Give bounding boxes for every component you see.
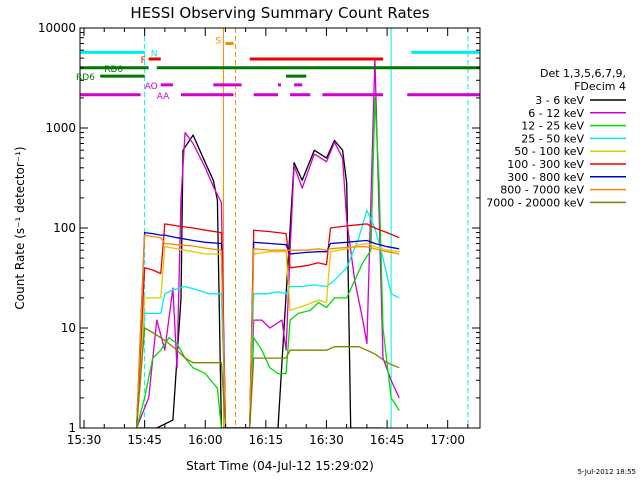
chart-title: HESSI Observing Summary Count Rates xyxy=(130,4,429,22)
legend-header-detectors: Det 1,3,5,6,7,9, xyxy=(540,67,626,80)
series-line-800-7000-keV xyxy=(135,234,400,428)
series-line-100-300-keV xyxy=(135,223,400,428)
flag-label-S: S xyxy=(215,36,221,46)
series-line-7000-20000-keV xyxy=(135,327,400,428)
x-tick-label-16:15: 16:15 xyxy=(249,433,284,447)
legend-label-800-7000-keV: 800 - 7000 keV xyxy=(500,184,584,197)
flag-label-F: F xyxy=(141,56,146,66)
legend-label-12-25-keV: 12 - 25 keV xyxy=(521,120,584,133)
flag-label-N: N xyxy=(151,49,158,59)
legend-label-7000-20000-keV: 7000 - 20000 keV xyxy=(486,196,584,209)
series-line-50-100-keV xyxy=(135,242,400,428)
x-tick-label-15:45: 15:45 xyxy=(127,433,162,447)
series-line-300-800-keV xyxy=(135,231,400,428)
x-axis-label: Start Time (04-Jul-12 15:29:02) xyxy=(186,459,374,473)
legend-label-50-100-keV: 50 - 100 keV xyxy=(514,145,584,158)
y-axis-label: Count Rate (s⁻¹ detector⁻¹) xyxy=(13,146,27,309)
x-tick-label-16:45: 16:45 xyxy=(370,433,405,447)
legend-label-6-12-keV: 6 - 12 keV xyxy=(528,107,584,120)
y-tick-label-100: 100 xyxy=(53,221,76,235)
y-tick-label-1000: 1000 xyxy=(45,121,76,135)
legend-label-25-50-keV: 25 - 50 keV xyxy=(521,132,584,145)
flag-label-RD6: RD6 xyxy=(76,73,95,83)
x-tick-label-17:00: 17:00 xyxy=(430,433,465,447)
flag-label-AO: AO xyxy=(145,82,158,92)
series-line-3-6-keV xyxy=(136,134,383,428)
series-line-6-12-keV xyxy=(135,57,400,428)
flag-label-RD0: RD0 xyxy=(104,65,123,75)
series-line-12-25-keV xyxy=(135,97,400,428)
plot-area xyxy=(80,28,480,428)
y-tick-label-1: 1 xyxy=(68,421,76,435)
y-tick-label-10000: 10000 xyxy=(38,21,76,35)
date-stamp: 5-Jul-2012 18:55 xyxy=(577,468,636,476)
legend-label-300-800-keV: 300 - 800 keV xyxy=(507,171,584,184)
x-tick-label-15:30: 15:30 xyxy=(67,433,102,447)
flag-label-AA: AA xyxy=(157,92,170,102)
legend-label-100-300-keV: 100 - 300 keV xyxy=(507,158,584,171)
legend-label-3-6-keV: 3 - 6 keV xyxy=(535,94,584,107)
legend-header-fdecim: FDecim 4 xyxy=(574,80,626,93)
x-tick-label-16:00: 16:00 xyxy=(188,433,223,447)
x-tick-label-16:30: 16:30 xyxy=(309,433,344,447)
y-tick-label-10: 10 xyxy=(61,321,76,335)
